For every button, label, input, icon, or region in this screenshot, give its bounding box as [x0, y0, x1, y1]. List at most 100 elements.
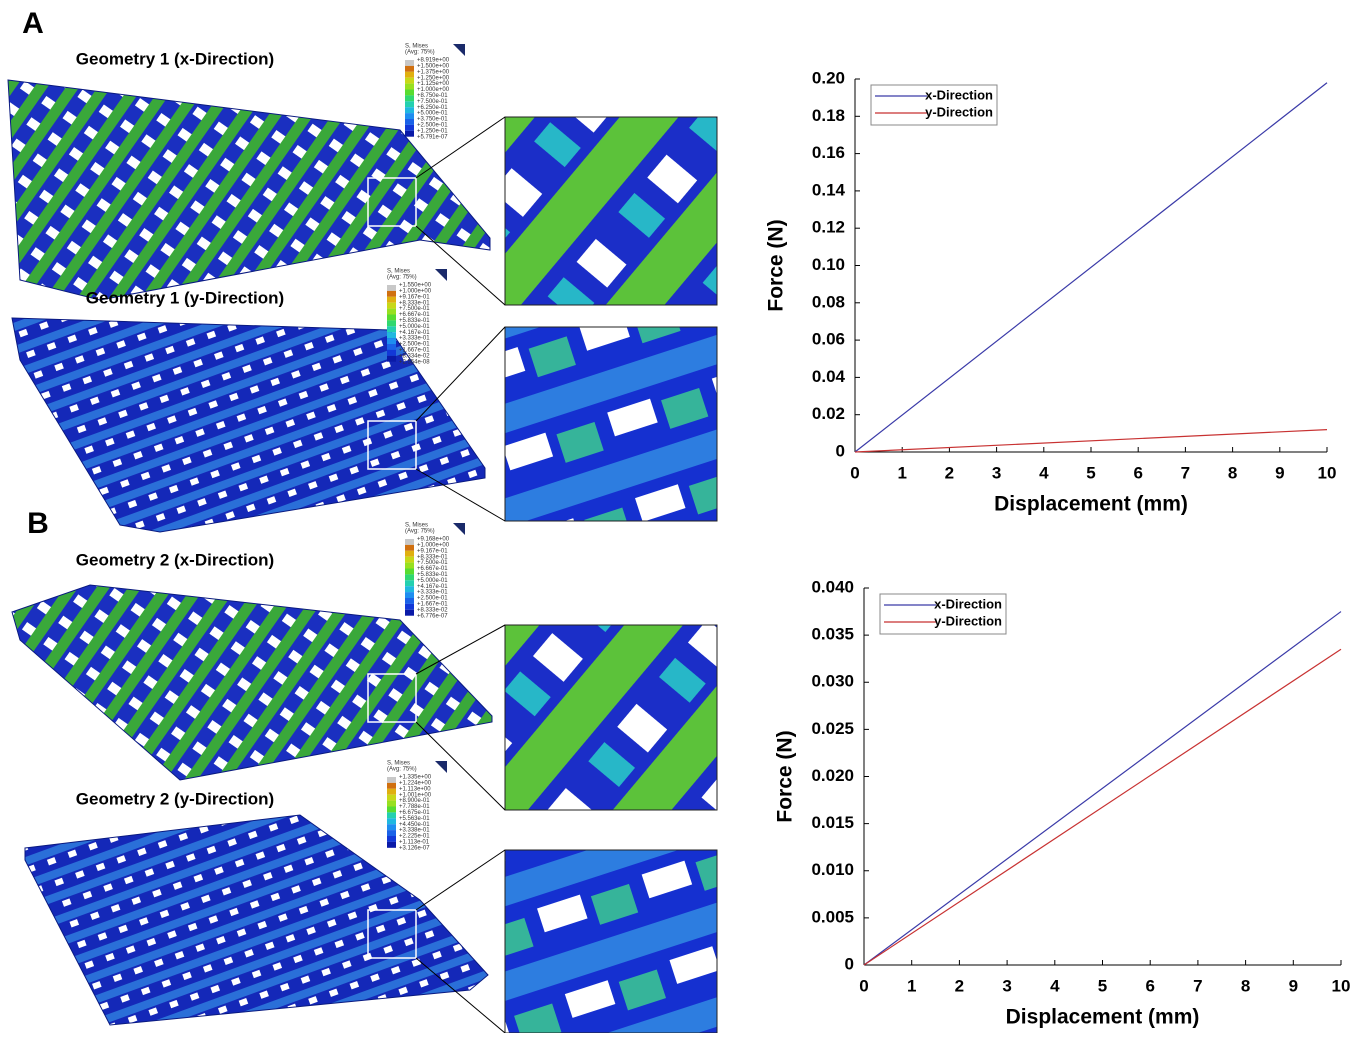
x-axis-label: Displacement (mm) [994, 493, 1188, 516]
legend-swatch [387, 338, 396, 344]
axis-triad [453, 44, 465, 56]
y-tick-label: 0.025 [811, 719, 854, 738]
legend-label: y-Direction [925, 104, 993, 119]
y-tick-label: 0.20 [812, 68, 845, 87]
legend-swatch [387, 350, 396, 356]
panel-label: A [22, 7, 44, 40]
legend-swatch [405, 592, 414, 598]
legend-swatch [405, 119, 414, 125]
legend-value: +6.776e-07 [417, 613, 448, 619]
x-tick-label: 5 [1098, 976, 1107, 995]
figure: AGeometry 1 (x-Direction)S, Mises(Avg: 7… [0, 0, 1367, 1033]
legend-swatch [387, 320, 396, 326]
y-tick-label: 0.08 [812, 292, 845, 311]
legend-avg: (Avg: 75%) [387, 275, 417, 281]
y-tick-label: 0.12 [812, 218, 845, 237]
legend-swatch [387, 326, 396, 332]
x-tick-label: 6 [1133, 463, 1142, 482]
legend-swatch [405, 66, 414, 72]
zoom-image [505, 117, 717, 305]
geometry-title: Geometry 2 (y-Direction) [76, 789, 274, 808]
panel-label: B [27, 507, 49, 540]
legend-swatch [405, 569, 414, 575]
data-line [864, 649, 1341, 965]
x-tick-label: 0 [850, 463, 859, 482]
x-tick-label: 8 [1228, 463, 1237, 482]
x-axis-label: Displacement (mm) [1006, 1006, 1200, 1029]
x-tick-label: 7 [1193, 976, 1202, 995]
legend-swatch [405, 604, 414, 610]
legend-value: +2.554e-08 [399, 359, 430, 365]
y-tick-label: 0 [836, 441, 845, 460]
zoom-image [505, 327, 717, 521]
x-tick-label: 2 [945, 463, 954, 482]
y-tick-label: 0.020 [811, 766, 854, 785]
y-tick-label: 0.04 [812, 367, 846, 386]
legend-swatch [387, 356, 396, 362]
legend-swatch [405, 90, 414, 96]
legend-swatch [405, 113, 414, 119]
legend-label: y-Direction [934, 613, 1002, 628]
x-tick-label: 9 [1289, 976, 1298, 995]
y-tick-label: 0.02 [812, 404, 845, 423]
charts: 00.020.040.060.080.100.120.140.160.180.2… [765, 68, 1351, 1028]
legend-value: +3.126e-07 [399, 845, 430, 851]
legend-swatch [387, 344, 396, 350]
legend-swatch [405, 84, 414, 90]
legend-avg: (Avg: 75%) [405, 50, 435, 56]
x-tick-label: 3 [1002, 976, 1011, 995]
legend-swatch [387, 789, 396, 795]
legend-swatch [405, 101, 414, 107]
legend-swatch [405, 610, 414, 616]
legend-swatch [387, 315, 396, 321]
zoom-connector [416, 850, 505, 910]
legend-swatch [405, 580, 414, 586]
axis-triad [435, 269, 447, 281]
y-axis-label: Force (N) [774, 730, 797, 822]
legend-swatch [405, 539, 414, 545]
geometry-title: Geometry 2 (x-Direction) [76, 550, 274, 569]
legend-swatch [405, 598, 414, 604]
data-line [855, 83, 1327, 452]
legend-swatch [387, 818, 396, 824]
legend-swatch [387, 801, 396, 807]
legend-swatch [405, 545, 414, 551]
legend-avg: (Avg: 75%) [405, 529, 435, 535]
y-tick-label: 0.030 [811, 672, 854, 691]
legend-swatch [387, 297, 396, 303]
legend-swatch [405, 586, 414, 592]
geometry-title: Geometry 1 (y-Direction) [86, 288, 284, 307]
legend-swatch [405, 78, 414, 84]
x-tick-label: 4 [1050, 976, 1060, 995]
axis-triad [453, 523, 465, 535]
axis-triad [435, 761, 447, 773]
zoom-connector [416, 625, 505, 674]
x-tick-label: 0 [859, 976, 868, 995]
zoom-image [505, 625, 717, 810]
legend-swatch [387, 795, 396, 801]
legend-swatch [387, 309, 396, 315]
x-tick-label: 10 [1332, 976, 1351, 995]
y-tick-label: 0 [845, 954, 854, 973]
x-tick-label: 8 [1241, 976, 1250, 995]
x-tick-label: 4 [1039, 463, 1049, 482]
x-tick-label: 6 [1145, 976, 1154, 995]
y-tick-label: 0.06 [812, 330, 845, 349]
y-tick-label: 0.015 [811, 813, 854, 832]
legend-label: x-Direction [934, 596, 1002, 611]
legend-swatch [405, 107, 414, 113]
y-tick-label: 0.16 [812, 143, 845, 162]
legend-swatch [405, 131, 414, 137]
legend-swatch [387, 807, 396, 813]
legend-swatch [405, 95, 414, 101]
x-tick-label: 5 [1086, 463, 1095, 482]
legend-swatch [405, 574, 414, 580]
y-tick-label: 0.040 [811, 577, 854, 596]
x-tick-label: 3 [992, 463, 1001, 482]
x-tick-label: 7 [1181, 463, 1190, 482]
legend-swatch [405, 60, 414, 66]
x-tick-label: 9 [1275, 463, 1284, 482]
x-tick-label: 1 [897, 463, 906, 482]
legend-swatch [387, 836, 396, 842]
